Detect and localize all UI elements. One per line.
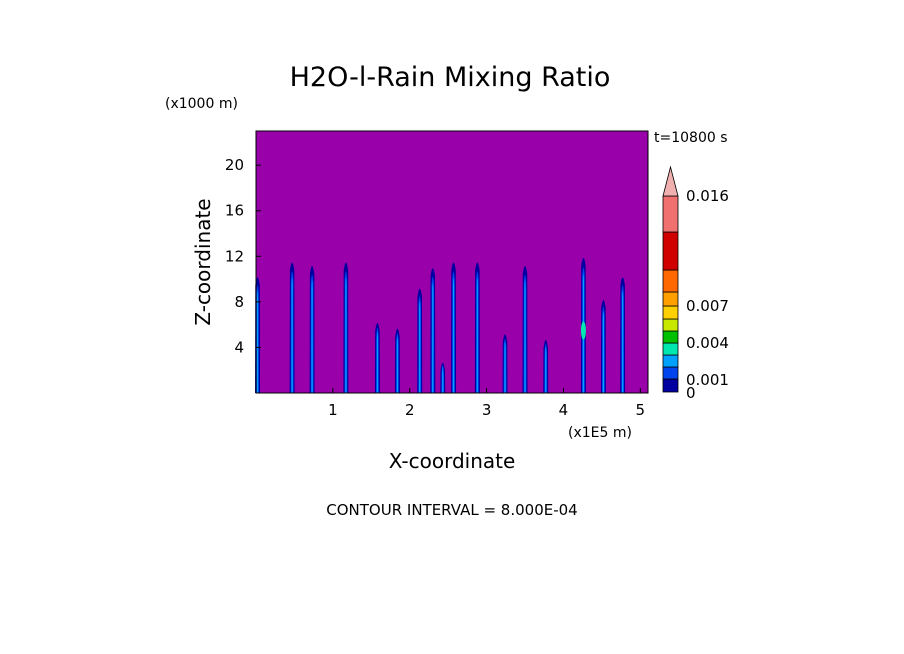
rain-cell-17-inner xyxy=(622,290,624,393)
rain-cell-16-inner xyxy=(602,311,605,393)
colorbar-segment-8 xyxy=(662,291,679,307)
rain-cell-11-inner xyxy=(476,277,478,393)
rain-cell-9-inner xyxy=(442,366,444,393)
plot-area xyxy=(255,130,649,394)
plot-frame xyxy=(255,130,649,394)
colorbar-segment-1 xyxy=(662,378,679,393)
colorbar-label-0-016: 0.016 xyxy=(686,187,729,205)
colorbar-segment-9 xyxy=(662,269,679,293)
rain-cell-1-inner xyxy=(256,290,259,393)
colorbar-segment-3 xyxy=(662,354,679,368)
rain-cell-core xyxy=(580,321,586,340)
y-tick-label-16: 16 xyxy=(225,202,244,220)
y-axis-label: Z-coordinate xyxy=(191,198,215,325)
x-tick-label-1: 1 xyxy=(328,401,338,419)
colorbar-label-0-001: 0.001 xyxy=(686,371,729,389)
colorbar-segment-10 xyxy=(662,231,679,271)
colorbar-label-0-007: 0.007 xyxy=(686,297,729,315)
rain-cell-4-inner xyxy=(345,277,347,393)
x-tick-label-3: 3 xyxy=(482,401,492,419)
rain-cell-10-inner xyxy=(452,277,455,393)
x-tick-label-4: 4 xyxy=(559,401,569,419)
contour-interval-label: CONTOUR INTERVAL = 8.000E-04 xyxy=(326,501,577,519)
y-tick-label-12: 12 xyxy=(225,247,244,265)
colorbar-label-0: 0 xyxy=(686,384,696,402)
time-label: t=10800 s xyxy=(654,130,728,146)
colorbar-segment-5 xyxy=(662,330,679,344)
rain-cell-8-inner xyxy=(432,282,434,393)
chart-title: H2O-l-Rain Mixing Ratio xyxy=(290,62,611,93)
colorbar-segment-7 xyxy=(662,305,679,320)
rain-cell-5-inner xyxy=(376,331,379,393)
y-tick-label-20: 20 xyxy=(225,156,244,174)
colorbar-extend-arrow xyxy=(662,165,679,197)
colorbar-segment-4 xyxy=(662,342,679,356)
y-tick-label-4: 4 xyxy=(234,338,244,356)
colorbar-label-0-004: 0.004 xyxy=(686,334,729,352)
rain-cell-12-inner xyxy=(504,341,506,393)
x-unit-label: (x1E5 m) xyxy=(568,425,632,441)
rain-cell-2-inner xyxy=(291,277,293,393)
colorbar-segment-11 xyxy=(662,195,679,233)
y-ticks: 4 8 12 16 20 xyxy=(225,156,261,356)
x-axis-label: X-coordinate xyxy=(389,449,516,473)
rain-cell-14-inner xyxy=(545,346,547,393)
x-tick-label-2: 2 xyxy=(405,401,415,419)
colorbar-segment-2 xyxy=(662,366,679,380)
colorbar: 00.001 0.004 0.007 0.016 xyxy=(662,165,729,402)
x-tick-label-5: 5 xyxy=(636,401,646,419)
colorbar-segment-6 xyxy=(662,318,679,332)
rain-cell-13-inner xyxy=(524,280,526,393)
y-unit-label: (x1000 m) xyxy=(165,96,238,112)
rain-cell-3-inner xyxy=(311,280,313,393)
rain-cell-6-inner xyxy=(396,336,399,393)
rain-cell-7-inner xyxy=(419,300,421,393)
x-ticks: 1 2 3 4 5 xyxy=(328,388,645,419)
y-tick-label-8: 8 xyxy=(234,293,244,311)
